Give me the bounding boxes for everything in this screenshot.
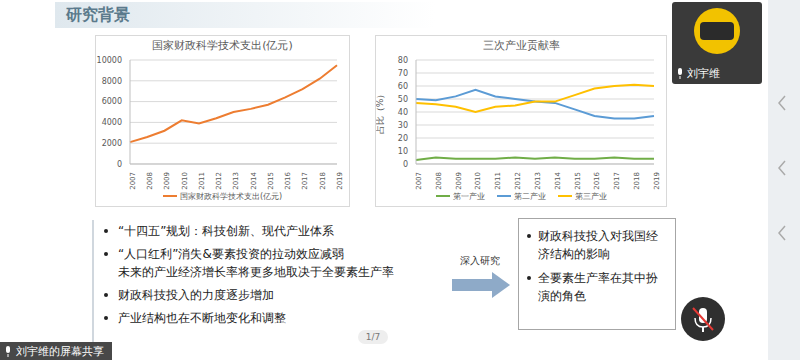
svg-text:2014: 2014	[250, 171, 258, 189]
svg-text:50: 50	[398, 95, 408, 104]
svg-text:30: 30	[398, 121, 408, 130]
html-text:国家财政科学技术支出(亿元): 国家财政科学技术支出(亿元)	[179, 191, 283, 201]
html-text:第一产业: 第一产业	[452, 191, 485, 201]
svg-text:2009: 2009	[455, 172, 463, 190]
html-text:未来的产业经济增长率将更多地取决于全要素生产率: 未来的产业经济增长率将更多地取决于全要素生产率	[118, 265, 394, 279]
svg-text:2013: 2013	[232, 172, 240, 190]
svg-text:2017: 2017	[613, 172, 621, 190]
html-text:财政科技投入对我国经济结构的影响: 财政科技投入对我国经济结构的影响	[538, 229, 658, 261]
html-text:“十四五”规划：科技创新、现代产业体系: “十四五”规划：科技创新、现代产业体系	[118, 224, 335, 238]
svg-text:70: 70	[398, 69, 408, 78]
html-text:刘宇维: 刘宇维	[687, 67, 720, 80]
svg-text:2015: 2015	[574, 172, 582, 190]
svg-text:2011: 2011	[198, 172, 206, 190]
svg-text:2017: 2017	[301, 172, 309, 190]
svg-text:0: 0	[117, 160, 122, 169]
svg-text:2009: 2009	[163, 172, 171, 190]
svg-text:2013: 2013	[534, 172, 542, 190]
svg-text:2019: 2019	[336, 172, 344, 190]
svg-text:0: 0	[403, 160, 408, 169]
svg-text:8000: 8000	[102, 77, 122, 86]
svg-text:2012: 2012	[514, 172, 522, 190]
html-text:刘宇维的屏幕共享: 刘宇维的屏幕共享	[16, 344, 104, 358]
svg-text:10000: 10000	[97, 56, 122, 65]
svg-text:占比（%）: 占比（%）	[376, 90, 385, 135]
svg-text:2012: 2012	[215, 172, 223, 190]
html-text:“人口红利”消失&要素投资的拉动效应减弱: “人口红利”消失&要素投资的拉动效应减弱	[118, 247, 344, 261]
svg-text:2010: 2010	[181, 172, 189, 190]
html-text:第二产业: 第二产业	[513, 191, 546, 201]
svg-text:2019: 2019	[653, 172, 661, 190]
svg-text:2010: 2010	[474, 172, 482, 190]
svg-text:2015: 2015	[267, 172, 275, 190]
svg-text:2008: 2008	[435, 172, 443, 190]
svg-text:10: 10	[398, 147, 408, 156]
svg-text:2014: 2014	[554, 171, 562, 189]
svg-text:80: 80	[398, 56, 408, 65]
html-text:三次产业贡献率: 三次产业贡献率	[482, 39, 560, 52]
svg-text:2007: 2007	[415, 172, 423, 190]
html-text:深入研究: 深入研究	[460, 255, 500, 266]
svg-text:6000: 6000	[102, 97, 122, 106]
svg-text:4000: 4000	[102, 118, 122, 127]
svg-text:60: 60	[398, 82, 408, 91]
html-text:国家财政科学技术支出(亿元): 国家财政科学技术支出(亿元)	[152, 39, 293, 52]
svg-text:2007: 2007	[129, 172, 137, 190]
html-text:财政科技投入的力度逐步增加: 财政科技投入的力度逐步增加	[118, 288, 274, 302]
html-text:产业结构也在不断地变化和调整: 产业结构也在不断地变化和调整	[118, 311, 286, 325]
svg-text:2000: 2000	[102, 139, 122, 148]
svg-text:2011: 2011	[494, 172, 502, 190]
svg-text:2016: 2016	[593, 171, 601, 189]
svg-text:2018: 2018	[319, 172, 327, 190]
svg-text:20: 20	[398, 134, 408, 143]
html-text:研究背景: 研究背景	[66, 5, 130, 24]
svg-text:2008: 2008	[146, 172, 154, 190]
html-text:第三产业: 第三产业	[574, 191, 607, 201]
svg-text:2016: 2016	[284, 171, 292, 189]
html-text:1/7: 1/7	[365, 332, 381, 342]
svg-text:40: 40	[398, 108, 408, 117]
svg-text:2018: 2018	[633, 172, 641, 190]
html-text:全要素生产率在其中扮演的角色: 全要素生产率在其中扮演的角色	[538, 271, 658, 303]
